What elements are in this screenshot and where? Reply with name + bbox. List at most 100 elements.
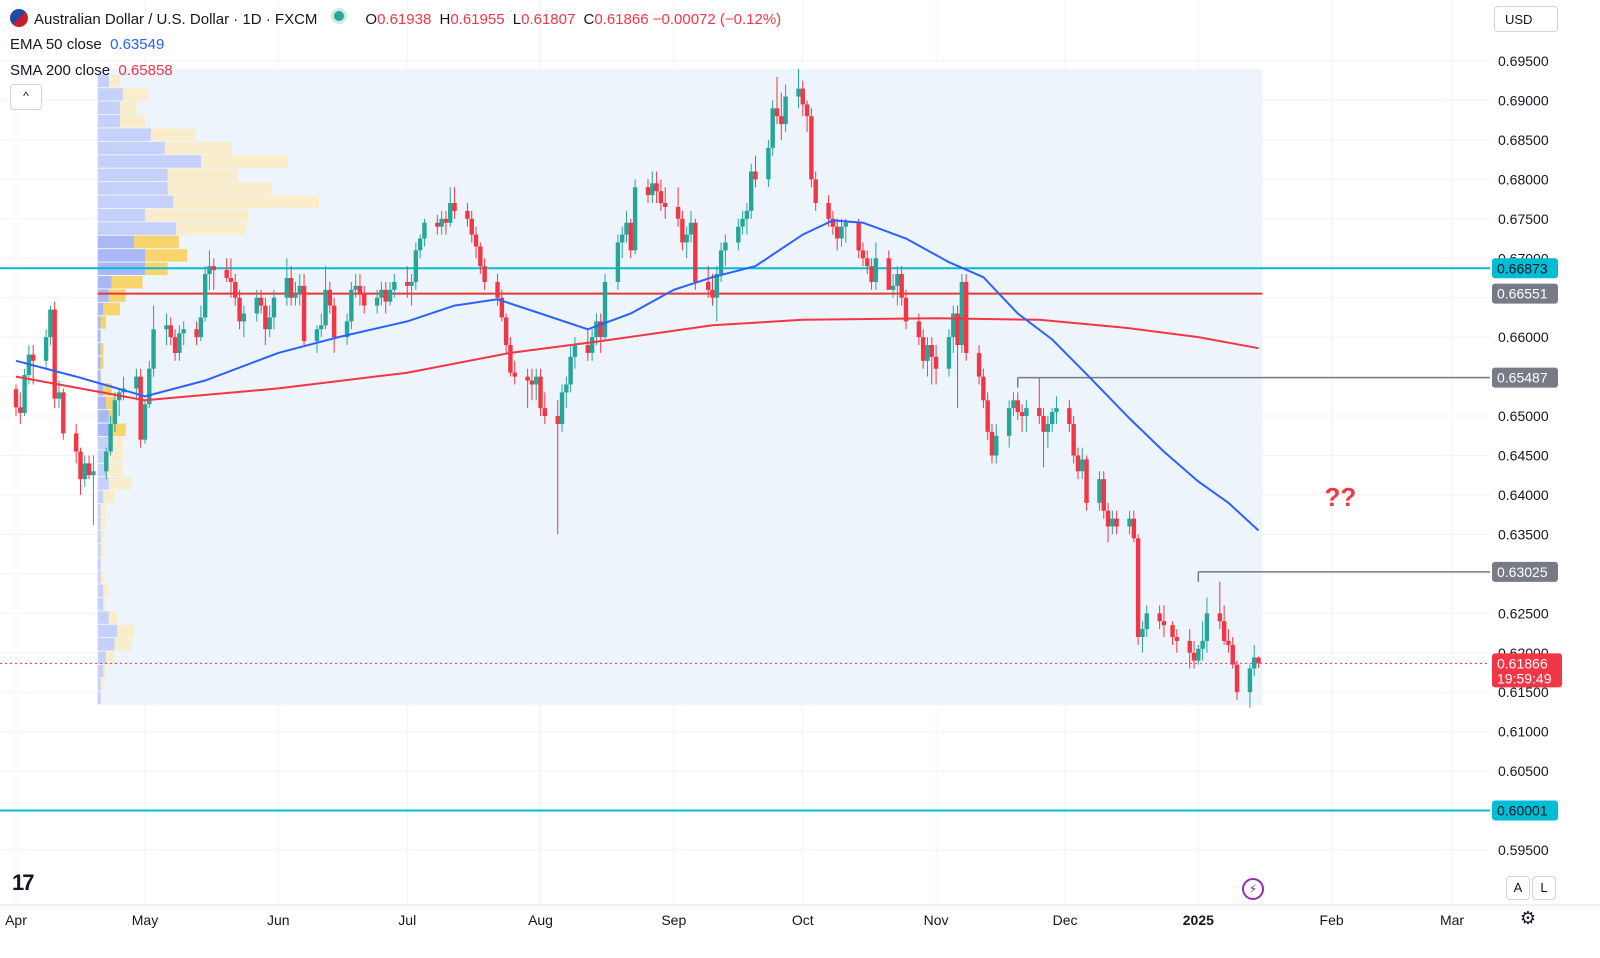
- candle-body[interactable]: [899, 274, 904, 298]
- candle-body[interactable]: [1019, 412, 1025, 417]
- candle-body[interactable]: [1217, 613, 1223, 622]
- candle-body[interactable]: [654, 183, 659, 192]
- candle-body[interactable]: [645, 187, 651, 196]
- candle-body[interactable]: [929, 345, 934, 357]
- candle-body[interactable]: [43, 337, 49, 361]
- candle-body[interactable]: [202, 274, 208, 318]
- sma-legend[interactable]: SMA 200 close 0.65858: [10, 62, 173, 79]
- candle-body[interactable]: [233, 281, 238, 298]
- candle-body[interactable]: [748, 171, 754, 211]
- candle-body[interactable]: [86, 463, 92, 476]
- candle-body[interactable]: [680, 218, 685, 243]
- candle-body[interactable]: [753, 171, 758, 180]
- candle-body[interactable]: [529, 380, 535, 385]
- candle-body[interactable]: [465, 210, 470, 219]
- candle-body[interactable]: [813, 179, 818, 204]
- candle-body[interactable]: [1054, 408, 1059, 413]
- candle-body[interactable]: [830, 218, 836, 227]
- candle-body[interactable]: [920, 337, 926, 361]
- candle-body[interactable]: [1226, 640, 1231, 645]
- candle-body[interactable]: [108, 423, 113, 452]
- candle-body[interactable]: [22, 375, 27, 413]
- candle-body[interactable]: [688, 222, 694, 235]
- candle-body[interactable]: [658, 191, 664, 204]
- candle-body[interactable]: [1221, 621, 1227, 641]
- auto-scale-button[interactable]: A: [1506, 876, 1530, 900]
- candle-body[interactable]: [478, 246, 483, 267]
- candle-body[interactable]: [1144, 613, 1149, 630]
- lightning-icon[interactable]: ⚡: [1242, 878, 1264, 900]
- candle-body[interactable]: [91, 471, 96, 476]
- candle-body[interactable]: [181, 329, 186, 334]
- candle-body[interactable]: [736, 226, 741, 243]
- candle-body[interactable]: [314, 329, 320, 342]
- candle-body[interactable]: [1041, 416, 1046, 432]
- candle-body[interactable]: [168, 325, 173, 338]
- candle-body[interactable]: [1196, 648, 1201, 661]
- candle-body[interactable]: [288, 277, 294, 298]
- candle-body[interactable]: [834, 226, 840, 239]
- candle-body[interactable]: [602, 281, 608, 338]
- candle-body[interactable]: [770, 108, 775, 148]
- candle-body[interactable]: [804, 104, 810, 117]
- candle-body[interactable]: [568, 356, 573, 385]
- candle-body[interactable]: [1135, 538, 1141, 637]
- candle-body[interactable]: [989, 431, 995, 456]
- candle-body[interactable]: [774, 108, 780, 117]
- candle-body[interactable]: [392, 281, 397, 290]
- candle-body[interactable]: [1256, 657, 1261, 664]
- candle-body[interactable]: [172, 337, 178, 353]
- candle-body[interactable]: [508, 345, 513, 373]
- candle-body[interactable]: [177, 333, 182, 353]
- candle-body[interactable]: [895, 274, 900, 286]
- candle-body[interactable]: [946, 337, 952, 369]
- candle-body[interactable]: [1140, 629, 1145, 637]
- candle-body[interactable]: [1006, 408, 1012, 436]
- candle-body[interactable]: [422, 222, 427, 239]
- candle-body[interactable]: [1067, 408, 1072, 424]
- candle-body[interactable]: [1071, 423, 1076, 456]
- candle-body[interactable]: [331, 305, 337, 338]
- candle-body[interactable]: [147, 368, 152, 405]
- candle-body[interactable]: [800, 88, 805, 105]
- candle-body[interactable]: [538, 376, 543, 409]
- candle-body[interactable]: [843, 222, 848, 227]
- candle-body[interactable]: [1157, 613, 1162, 622]
- candle-body[interactable]: [104, 451, 109, 472]
- candle-body[interactable]: [1204, 613, 1210, 641]
- candle-body[interactable]: [499, 297, 505, 318]
- candle-body[interactable]: [164, 325, 169, 330]
- candle-body[interactable]: [284, 277, 290, 298]
- question-annotation[interactable]: ??: [1325, 482, 1357, 512]
- candle-body[interactable]: [413, 250, 419, 282]
- candle-body[interactable]: [706, 281, 711, 290]
- candle-body[interactable]: [783, 96, 788, 125]
- ema50-line[interactable]: [15, 219, 1260, 532]
- candle-body[interactable]: [1084, 459, 1089, 503]
- candle-body[interactable]: [198, 317, 204, 338]
- candle-body[interactable]: [1234, 664, 1240, 693]
- candle-body[interactable]: [379, 289, 384, 298]
- candle-body[interactable]: [409, 281, 414, 286]
- candle-body[interactable]: [452, 203, 457, 211]
- candle-body[interactable]: [271, 297, 277, 318]
- candle-body[interactable]: [598, 321, 603, 338]
- candle-body[interactable]: [628, 222, 634, 251]
- candle-body[interactable]: [82, 463, 87, 480]
- candle-body[interactable]: [142, 404, 148, 440]
- candle-body[interactable]: [254, 297, 259, 314]
- candle-body[interactable]: [865, 258, 870, 267]
- candle-body[interactable]: [663, 203, 668, 207]
- candle-body[interactable]: [1049, 412, 1055, 424]
- candle-body[interactable]: [985, 400, 990, 432]
- ema-legend[interactable]: EMA 50 close 0.63549: [10, 36, 164, 53]
- log-scale-button[interactable]: L: [1532, 876, 1556, 900]
- candle-body[interactable]: [572, 345, 578, 357]
- symbol-title[interactable]: Australian Dollar / U.S. Dollar · 1D · F…: [34, 11, 318, 28]
- candle-body[interactable]: [258, 297, 264, 306]
- candle-body[interactable]: [1247, 668, 1253, 693]
- candle-body[interactable]: [138, 376, 143, 440]
- candle-body[interactable]: [1200, 640, 1205, 649]
- candle-body[interactable]: [323, 289, 328, 326]
- candle-body[interactable]: [56, 392, 62, 399]
